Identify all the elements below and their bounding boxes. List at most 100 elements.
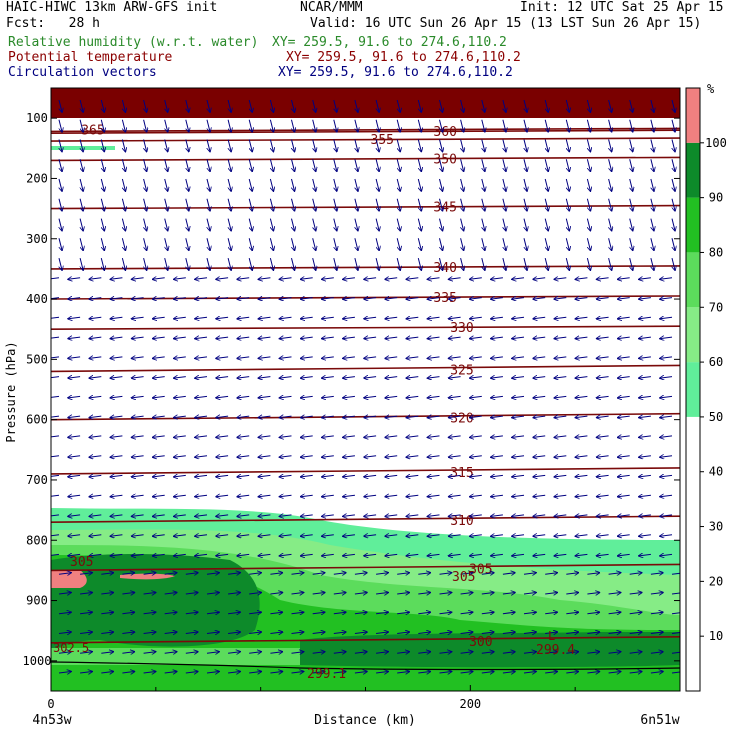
- wind-vector: [364, 495, 377, 497]
- wind-vector: [533, 554, 546, 556]
- wind-vector: [449, 317, 461, 319]
- wind-vector: [301, 317, 313, 319]
- wind-vector: [597, 495, 609, 497]
- wind-vector: [333, 139, 337, 152]
- wind-vector: [470, 515, 482, 517]
- wind-vector: [101, 593, 113, 595]
- wind-vector: [216, 396, 229, 398]
- wind-vector: [322, 416, 334, 418]
- wind-vector: [544, 119, 548, 132]
- wind-vector: [575, 456, 588, 458]
- wind-vector: [449, 475, 461, 477]
- wind-vector: [597, 278, 609, 280]
- wind-vector: [58, 573, 71, 575]
- wind-vector: [597, 436, 609, 438]
- wind-vector: [417, 178, 421, 191]
- wind-vector: [132, 317, 144, 319]
- wind-vector: [608, 99, 612, 112]
- wind-vector: [322, 456, 334, 458]
- wind-vector: [354, 159, 358, 171]
- wind-vector: [322, 377, 334, 379]
- vector-field-xy: XY= 259.5, 91.6 to 274.6,110.2: [278, 65, 513, 80]
- wind-vector: [301, 495, 313, 497]
- wind-vector: [565, 119, 569, 132]
- wind-vector: [195, 515, 208, 517]
- wind-vector: [206, 139, 210, 152]
- wind-vector: [364, 317, 377, 319]
- wind-vector: [554, 416, 567, 418]
- wind-vector: [554, 475, 567, 477]
- wind-vector: [301, 298, 313, 300]
- wind-vector: [153, 337, 165, 339]
- wind-vector: [608, 612, 621, 614]
- wind-vector: [132, 337, 144, 339]
- wind-vector: [586, 159, 590, 171]
- wind-vector: [258, 515, 271, 517]
- wind-vector: [523, 198, 527, 211]
- wind-vector: [481, 198, 485, 211]
- wind-vector: [418, 652, 430, 654]
- wind-vector: [364, 515, 377, 517]
- wind-vector: [660, 436, 673, 438]
- wind-vector: [586, 238, 590, 250]
- wind-vector: [174, 515, 186, 517]
- wind-vector: [121, 257, 125, 270]
- wind-vector: [174, 456, 186, 458]
- wind-vector: [545, 652, 557, 654]
- wind-vector: [565, 139, 569, 152]
- theta-contour-label: 330: [450, 321, 473, 336]
- wind-vector: [523, 119, 527, 132]
- wind-vector: [195, 337, 208, 339]
- wind-vector: [312, 198, 316, 211]
- wind-vector: [195, 357, 208, 359]
- wind-vector: [650, 218, 654, 231]
- wind-vector: [586, 198, 590, 211]
- wind-vector: [51, 317, 60, 319]
- wind-vector: [195, 396, 208, 398]
- wind-vector: [143, 573, 156, 575]
- wind-vector: [597, 416, 609, 418]
- wind-vector: [470, 377, 482, 379]
- theta-contour-label: 315: [450, 466, 473, 481]
- wind-vector: [575, 475, 588, 477]
- wind-vector: [428, 396, 440, 398]
- wind-vector: [660, 416, 673, 418]
- wind-vector: [660, 515, 673, 517]
- wind-vector: [575, 554, 588, 556]
- theta-contour-label: 300: [469, 635, 492, 650]
- wind-vector: [575, 436, 588, 438]
- wind-vector: [597, 554, 609, 556]
- wind-vector: [354, 612, 367, 614]
- wind-vector: [322, 298, 334, 300]
- wind-vector: [237, 396, 250, 398]
- wind-vector: [237, 337, 250, 339]
- wind-vector: [101, 672, 113, 674]
- wind-vector: [206, 573, 219, 575]
- wind-vector: [545, 573, 557, 575]
- wind-vector: [397, 612, 409, 614]
- wind-vector: [228, 593, 240, 595]
- wind-vector: [143, 652, 156, 654]
- wind-vector: [216, 475, 229, 477]
- wind-vector: [406, 317, 419, 319]
- wind-vector: [502, 159, 506, 171]
- wind-vector: [554, 535, 567, 537]
- wind-vector: [671, 593, 680, 595]
- wind-vector: [110, 515, 123, 517]
- wind-vector: [575, 278, 588, 280]
- wind-vector: [343, 495, 355, 497]
- wind-vector: [68, 515, 81, 517]
- wind-vector: [291, 612, 304, 614]
- wind-vector: [650, 593, 663, 595]
- wind-vector: [523, 593, 536, 595]
- x-tick-label: 0: [47, 697, 54, 711]
- wind-vector: [629, 652, 642, 654]
- wind-vector: [143, 218, 147, 231]
- wind-vector: [185, 573, 198, 575]
- wind-vector: [449, 396, 461, 398]
- wind-vector: [396, 257, 400, 270]
- circulation-vectors: [51, 99, 680, 674]
- colorbar-segment: [686, 142, 700, 198]
- wind-vector: [216, 535, 229, 537]
- y-tick-label: 600: [26, 413, 48, 427]
